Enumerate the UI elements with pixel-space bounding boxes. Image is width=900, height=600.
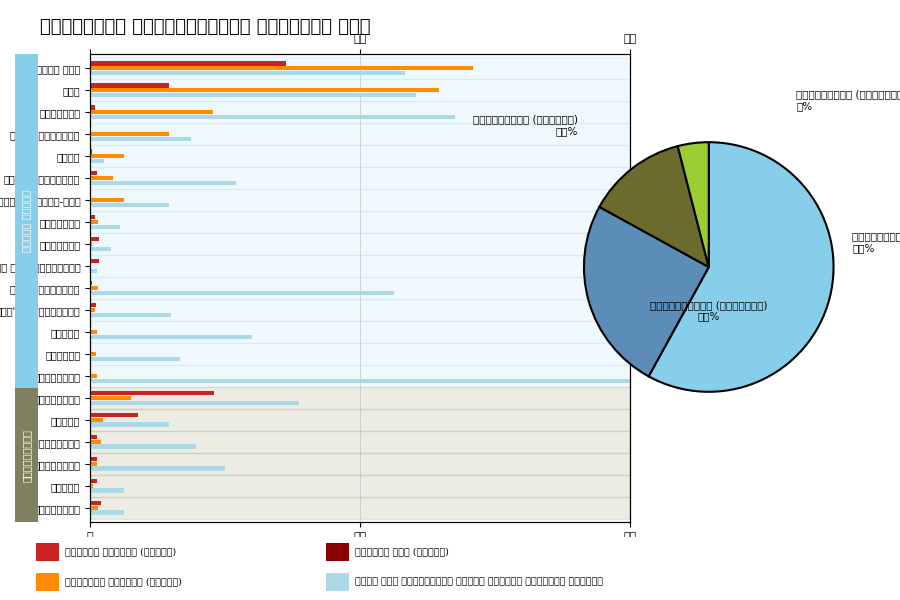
- Bar: [90, 435, 97, 439]
- Bar: [90, 132, 169, 136]
- Bar: [90, 137, 191, 141]
- Bar: [90, 115, 454, 119]
- FancyBboxPatch shape: [36, 573, 59, 591]
- Bar: [90, 506, 98, 510]
- Bar: [90, 497, 630, 519]
- Bar: [90, 93, 416, 97]
- Bar: [90, 66, 473, 70]
- Bar: [90, 321, 630, 343]
- Text: মিত্রশক্তি (অসামরিক)
৫৮%: মিত্রশক্তি (অসামরিক) ৫৮%: [650, 300, 768, 322]
- Bar: [90, 431, 630, 453]
- Bar: [90, 479, 97, 483]
- FancyBboxPatch shape: [326, 573, 349, 591]
- Bar: [90, 422, 169, 427]
- Bar: [90, 145, 630, 167]
- Bar: [90, 198, 124, 202]
- Bar: [90, 220, 98, 224]
- Bar: [90, 286, 98, 290]
- Bar: [90, 71, 405, 75]
- Bar: [90, 247, 112, 251]
- Wedge shape: [599, 146, 709, 267]
- Text: সামরিক মৃত্যু (নিযুত): সামরিক মৃত্যু (নিযুত): [65, 547, 176, 557]
- Text: মিত্র শক্তি: মিত্র শক্তি: [22, 190, 32, 252]
- Bar: [90, 79, 630, 101]
- Bar: [90, 255, 630, 277]
- Bar: [90, 308, 94, 312]
- Bar: [90, 313, 171, 317]
- Bar: [90, 395, 130, 400]
- Bar: [90, 365, 630, 387]
- Bar: [90, 193, 91, 197]
- Bar: [90, 176, 112, 181]
- Bar: [90, 401, 299, 405]
- Bar: [90, 105, 95, 110]
- Bar: [90, 466, 225, 471]
- Bar: [90, 259, 99, 263]
- Bar: [90, 211, 630, 233]
- Bar: [90, 61, 286, 65]
- Bar: [90, 57, 630, 79]
- Bar: [90, 110, 213, 115]
- Bar: [90, 501, 101, 505]
- Bar: [90, 511, 124, 515]
- Bar: [90, 440, 101, 444]
- Bar: [90, 171, 97, 175]
- Bar: [90, 352, 95, 356]
- Bar: [90, 154, 124, 158]
- Bar: [90, 281, 92, 286]
- Bar: [90, 167, 630, 189]
- Bar: [90, 356, 180, 361]
- Text: অক্ষশক্তি (সামরিক)
১৩%: অক্ষশক্তি (সামরিক) ১৩%: [472, 115, 578, 136]
- Text: অসামরিক মৃত্যু (নিযুত): অসামরিক মৃত্যু (নিযুত): [65, 577, 182, 587]
- Bar: [90, 203, 169, 207]
- Bar: [90, 215, 94, 220]
- Bar: [90, 225, 121, 229]
- Wedge shape: [584, 207, 709, 376]
- Bar: [90, 88, 439, 92]
- Bar: [90, 242, 92, 246]
- Bar: [90, 290, 394, 295]
- Bar: [90, 330, 97, 334]
- Bar: [90, 484, 94, 488]
- Text: ১৯৩৯ সনর জনসংখ্যার শতাংশ হিসাপত মৃত্যুর সংখ্যা: ১৯৩৯ সনর জনসংখ্যার শতাংশ হিসাপত মৃত্যুর …: [355, 577, 603, 587]
- Text: মিত্রশক্তি (সামরিক)
২৫%: মিত্রশক্তি (সামরিক) ২৫%: [852, 231, 900, 253]
- Bar: [90, 475, 630, 497]
- Bar: [90, 379, 652, 383]
- Bar: [90, 413, 138, 417]
- Bar: [90, 181, 236, 185]
- Bar: [90, 83, 169, 88]
- Bar: [90, 445, 196, 449]
- Bar: [90, 387, 630, 409]
- Bar: [90, 418, 103, 422]
- Wedge shape: [649, 142, 833, 392]
- Text: মৃত্যু মান (নিযুত): মৃত্যু মান (নিযুত): [355, 547, 449, 557]
- Bar: [90, 101, 630, 123]
- Bar: [90, 237, 99, 241]
- Bar: [90, 269, 97, 273]
- Bar: [90, 343, 630, 365]
- Bar: [90, 123, 630, 145]
- Bar: [90, 277, 630, 299]
- Bar: [90, 335, 252, 339]
- Text: দ্বিতীয় বিশ্বযুদ্ধত মৃত্যুর লেখ: দ্বিতীয় বিশ্বযুদ্ধত মৃত্যুর লেখ: [40, 18, 371, 36]
- Bar: [90, 453, 630, 475]
- Bar: [90, 488, 124, 493]
- Bar: [90, 461, 96, 466]
- Text: অক্ষশক্তি: অক্ষশক্তি: [22, 429, 32, 482]
- Wedge shape: [678, 142, 709, 267]
- Bar: [90, 127, 91, 131]
- Bar: [90, 149, 92, 154]
- Bar: [90, 391, 214, 395]
- Bar: [90, 233, 630, 255]
- Bar: [90, 457, 97, 461]
- FancyBboxPatch shape: [36, 543, 59, 561]
- Bar: [90, 299, 630, 321]
- Bar: [90, 159, 104, 163]
- FancyBboxPatch shape: [326, 543, 349, 561]
- Bar: [90, 409, 630, 431]
- Text: অক্ষশক্তি (অসামরিক)
৪%: অক্ষশক্তি (অসামরিক) ৪%: [796, 89, 900, 111]
- Bar: [90, 189, 630, 211]
- Bar: [90, 374, 97, 378]
- Bar: [90, 303, 95, 307]
